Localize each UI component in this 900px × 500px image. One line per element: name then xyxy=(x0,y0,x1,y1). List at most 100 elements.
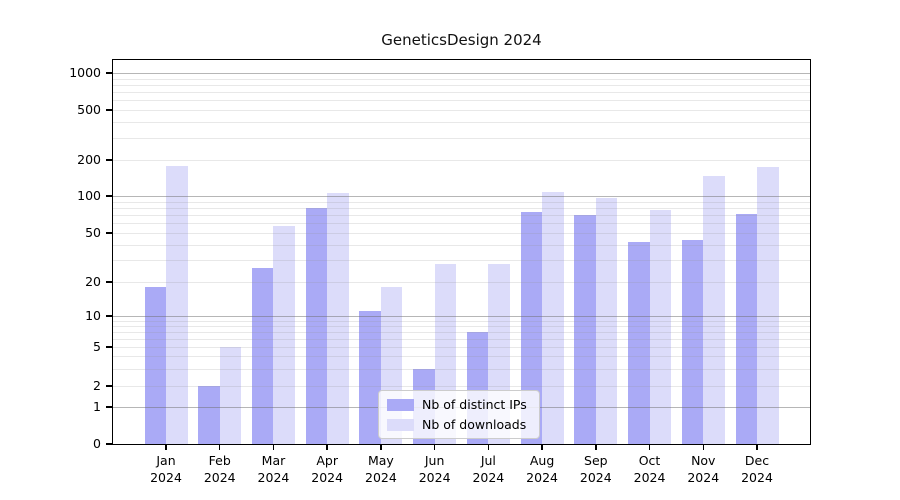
y-tick-mark xyxy=(106,109,112,111)
y-tick-mark xyxy=(106,232,112,234)
legend: Nb of distinct IPs Nb of downloads xyxy=(378,390,540,439)
y-tick-mark xyxy=(106,159,112,161)
grid-line-minor xyxy=(113,215,810,217)
legend-swatch xyxy=(387,418,414,431)
y-tick-label: 50 xyxy=(85,225,101,240)
x-tick-label: Jul 2024 xyxy=(472,453,505,485)
bar-downloads xyxy=(273,226,295,444)
grid-line-minor xyxy=(113,92,810,94)
bar-downloads xyxy=(166,166,188,444)
bar-downloads xyxy=(219,347,242,444)
x-tick-mark xyxy=(487,445,490,450)
x-tick-mark xyxy=(218,445,221,450)
bar-distinct-ips xyxy=(735,213,757,444)
legend-label: Nb of downloads xyxy=(422,417,527,432)
bar-downloads xyxy=(757,166,779,444)
x-tick-label: Oct 2024 xyxy=(633,453,666,485)
y-tick-mark xyxy=(106,406,112,408)
legend-label: Nb of distinct IPs xyxy=(422,397,527,412)
grid-line-minor xyxy=(113,320,810,322)
grid-line-minor xyxy=(113,201,810,203)
grid-line-minor xyxy=(113,100,810,102)
grid-line-minor xyxy=(113,338,810,340)
x-tick-mark xyxy=(165,445,167,450)
legend-row: Nb of distinct IPs xyxy=(387,397,529,412)
bar-distinct-ips xyxy=(251,267,274,444)
grid-line-minor xyxy=(113,386,810,387)
y-tick-label: 5 xyxy=(93,339,101,354)
x-tick-mark xyxy=(648,445,651,450)
grid-line-minor xyxy=(113,207,810,209)
x-tick-mark xyxy=(326,445,328,450)
bar-distinct-ips xyxy=(574,215,596,444)
y-tick-mark xyxy=(106,385,112,387)
y-tick-label: 100 xyxy=(77,188,101,203)
y-tick-mark xyxy=(106,346,112,348)
x-tick-label: Apr 2024 xyxy=(311,453,344,485)
bar-downloads xyxy=(542,192,564,444)
bar-distinct-ips xyxy=(628,242,650,444)
bar-distinct-ips xyxy=(520,212,543,444)
grid-line-minor xyxy=(113,233,810,234)
y-tick-mark xyxy=(106,315,112,317)
y-tick-mark xyxy=(106,281,112,283)
grid-line-minor xyxy=(113,325,810,327)
x-tick-mark xyxy=(433,445,436,450)
y-tick-mark xyxy=(106,72,112,74)
grid-line-minor xyxy=(113,368,810,370)
grid-line-minor xyxy=(113,282,810,283)
y-tick-label: 2 xyxy=(93,378,101,393)
x-tick-label: Feb 2024 xyxy=(203,453,236,485)
x-tick-mark xyxy=(380,445,382,450)
y-tick-mark xyxy=(106,195,112,197)
x-tick-label: Sep 2024 xyxy=(579,453,612,485)
grid-line-minor xyxy=(113,78,810,80)
y-tick-label: 0 xyxy=(93,436,101,451)
y-tick-label: 1 xyxy=(93,399,101,414)
grid-line-minor xyxy=(113,84,810,86)
y-tick-label: 200 xyxy=(77,152,101,167)
x-tick-label: Nov 2024 xyxy=(687,453,720,485)
grid-line-minor xyxy=(113,160,810,161)
grid-line-minor xyxy=(113,122,810,124)
legend-swatch xyxy=(387,398,414,411)
bar-distinct-ips xyxy=(305,207,328,444)
x-tick-label: Jun 2024 xyxy=(418,453,451,485)
bar-distinct-ips xyxy=(144,287,166,444)
y-tick-label: 500 xyxy=(77,102,101,117)
x-tick-mark xyxy=(595,445,597,450)
grid-line-minor xyxy=(113,356,810,358)
x-tick-mark xyxy=(702,445,705,450)
grid-line-minor xyxy=(113,244,810,246)
plot-area xyxy=(113,60,810,444)
grid-line-major xyxy=(113,316,810,317)
bar-distinct-ips xyxy=(198,386,220,444)
y-tick-label: 20 xyxy=(85,274,101,289)
grid-line-minor xyxy=(113,223,810,225)
x-tick-label: Aug 2024 xyxy=(526,453,558,485)
bar-distinct-ips xyxy=(681,239,704,444)
grid-line-minor xyxy=(113,260,810,262)
grid-line-minor xyxy=(113,331,810,333)
grid-line-minor xyxy=(113,137,810,139)
bar-downloads xyxy=(649,209,672,444)
x-tick-mark xyxy=(541,445,543,450)
bar-downloads xyxy=(595,197,618,444)
x-tick-label: May 2024 xyxy=(365,453,397,485)
y-tick-label: 10 xyxy=(85,308,101,323)
y-tick-label: 1000 xyxy=(69,65,101,80)
x-tick-mark xyxy=(756,445,758,450)
x-tick-mark xyxy=(272,445,275,450)
x-tick-label: Dec 2024 xyxy=(741,453,773,485)
grid-line-minor xyxy=(113,347,810,348)
grid-line-major xyxy=(113,73,810,74)
x-tick-label: Jan 2024 xyxy=(150,453,182,485)
grid-line-minor xyxy=(113,110,810,111)
legend-row: Nb of downloads xyxy=(387,417,529,432)
bar-downloads xyxy=(327,192,349,444)
bar-downloads xyxy=(703,175,725,444)
chart-title: GeneticsDesign 2024 xyxy=(381,31,542,49)
grid-line-major xyxy=(113,196,810,197)
bar-distinct-ips xyxy=(359,311,381,444)
